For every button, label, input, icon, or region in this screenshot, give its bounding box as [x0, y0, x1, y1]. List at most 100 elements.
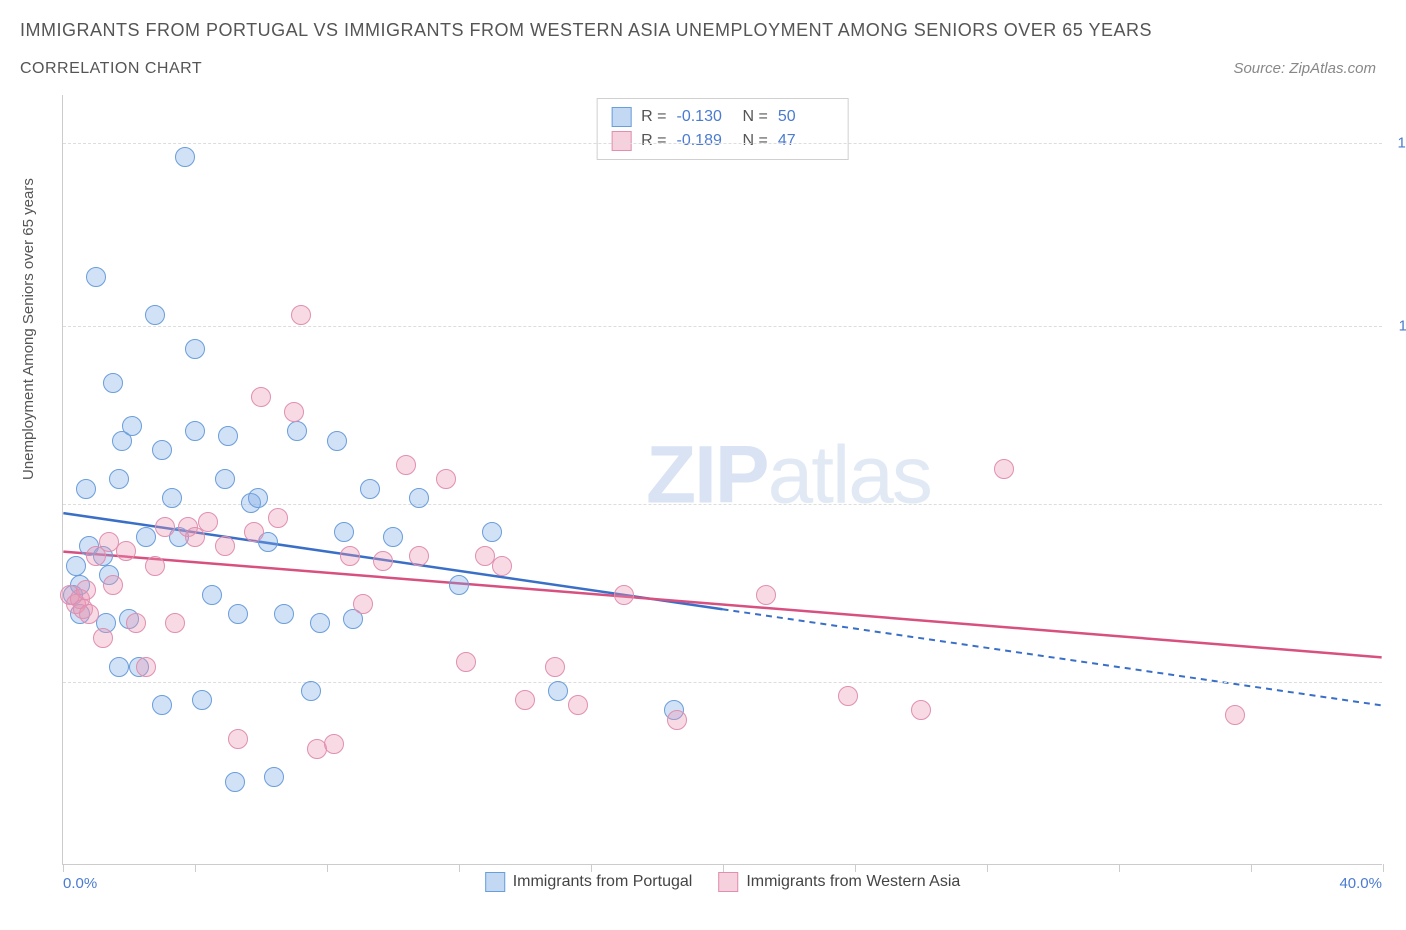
data-point-series2: [165, 613, 185, 633]
data-point-series1: [274, 604, 294, 624]
data-point-series1: [185, 339, 205, 359]
data-point-series1: [175, 147, 195, 167]
data-point-series1: [122, 416, 142, 436]
legend-swatch: [611, 107, 631, 127]
data-point-series1: [136, 527, 156, 547]
x-tick: [1119, 864, 1120, 872]
data-point-series2: [614, 585, 634, 605]
data-point-series1: [109, 469, 129, 489]
x-axis-max-label: 40.0%: [1339, 875, 1382, 892]
data-point-series1: [218, 426, 238, 446]
data-point-series1: [310, 613, 330, 633]
legend-swatch: [718, 872, 738, 892]
data-point-series1: [360, 479, 380, 499]
gridline: [63, 682, 1382, 683]
data-point-series1: [152, 440, 172, 460]
data-point-series2: [353, 594, 373, 614]
data-point-series2: [145, 556, 165, 576]
x-tick: [591, 864, 592, 872]
data-point-series1: [109, 657, 129, 677]
data-point-series1: [327, 431, 347, 451]
chart-plot-area: ZIPatlas 0.0% 40.0% R =-0.130N =50R =-0.…: [62, 95, 1382, 865]
data-point-series2: [436, 469, 456, 489]
x-tick: [459, 864, 460, 872]
r-value: -0.189: [677, 129, 733, 153]
data-point-series1: [409, 488, 429, 508]
data-point-series1: [202, 585, 222, 605]
x-tick: [63, 864, 64, 872]
data-point-series2: [667, 710, 687, 730]
data-point-series2: [103, 575, 123, 595]
legend-stat-row: R = -0.130 N = 50: [611, 105, 834, 129]
data-point-series2: [324, 734, 344, 754]
r-value: -0.130: [677, 105, 733, 129]
data-point-series1: [248, 488, 268, 508]
data-point-series2: [456, 652, 476, 672]
legend-swatch: [611, 131, 631, 151]
data-point-series2: [994, 459, 1014, 479]
legend-series-item: Immigrants from Portugal: [485, 872, 693, 892]
gridline: [63, 326, 1382, 327]
data-point-series1: [192, 690, 212, 710]
legend-series-label: Immigrants from Portugal: [513, 873, 693, 891]
data-point-series2: [396, 455, 416, 475]
correlation-legend: R =-0.130N =50R =-0.189N =47: [596, 98, 849, 160]
data-point-series1: [86, 267, 106, 287]
data-point-series1: [301, 681, 321, 701]
x-tick: [1251, 864, 1252, 872]
data-point-series2: [756, 585, 776, 605]
data-point-series2: [291, 305, 311, 325]
x-tick: [327, 864, 328, 872]
data-point-series1: [103, 373, 123, 393]
data-point-series2: [79, 604, 99, 624]
n-label: N =: [743, 105, 768, 129]
data-point-series2: [76, 580, 96, 600]
r-label: R =: [641, 105, 666, 129]
n-label: N =: [743, 129, 768, 153]
data-point-series2: [126, 613, 146, 633]
data-point-series2: [268, 508, 288, 528]
gridline: [63, 143, 1382, 144]
data-point-series2: [198, 512, 218, 532]
data-point-series1: [145, 305, 165, 325]
data-point-series2: [228, 729, 248, 749]
chart-subtitle: CORRELATION CHART: [20, 60, 202, 78]
legend-series-label: Immigrants from Western Asia: [746, 873, 960, 891]
trend-lines: [63, 95, 1382, 864]
data-point-series2: [251, 387, 271, 407]
data-point-series2: [215, 536, 235, 556]
data-point-series1: [76, 479, 96, 499]
data-point-series2: [373, 551, 393, 571]
x-axis-min-label: 0.0%: [63, 875, 97, 892]
legend-swatch: [485, 872, 505, 892]
data-point-series1: [152, 695, 172, 715]
data-point-series1: [383, 527, 403, 547]
legend-stat-row: R =-0.189N =47: [611, 129, 834, 153]
chart-title: IMMIGRANTS FROM PORTUGAL VS IMMIGRANTS F…: [20, 20, 1152, 41]
data-point-series2: [492, 556, 512, 576]
data-point-series2: [136, 657, 156, 677]
data-point-series2: [515, 690, 535, 710]
data-point-series2: [93, 628, 113, 648]
data-point-series1: [228, 604, 248, 624]
data-point-series2: [545, 657, 565, 677]
source-label: Source: ZipAtlas.com: [1233, 60, 1376, 77]
x-tick: [723, 864, 724, 872]
data-point-series1: [185, 421, 205, 441]
data-point-series2: [838, 686, 858, 706]
data-point-series2: [340, 546, 360, 566]
data-point-series1: [334, 522, 354, 542]
data-point-series2: [284, 402, 304, 422]
series-legend: Immigrants from Portugal Immigrants from …: [485, 872, 961, 892]
data-point-series1: [287, 421, 307, 441]
legend-series-item: Immigrants from Western Asia: [718, 872, 960, 892]
data-point-series2: [1225, 705, 1245, 725]
n-value: 50: [778, 105, 834, 129]
y-axis-title: Unemployment Among Seniors over 65 years: [20, 178, 37, 480]
y-tick-label: 15.0%: [1397, 135, 1406, 152]
y-tick-label: 11.2%: [1399, 318, 1406, 335]
data-point-series2: [116, 541, 136, 561]
x-tick: [195, 864, 196, 872]
data-point-series1: [449, 575, 469, 595]
trendline-series2: [63, 552, 1381, 658]
